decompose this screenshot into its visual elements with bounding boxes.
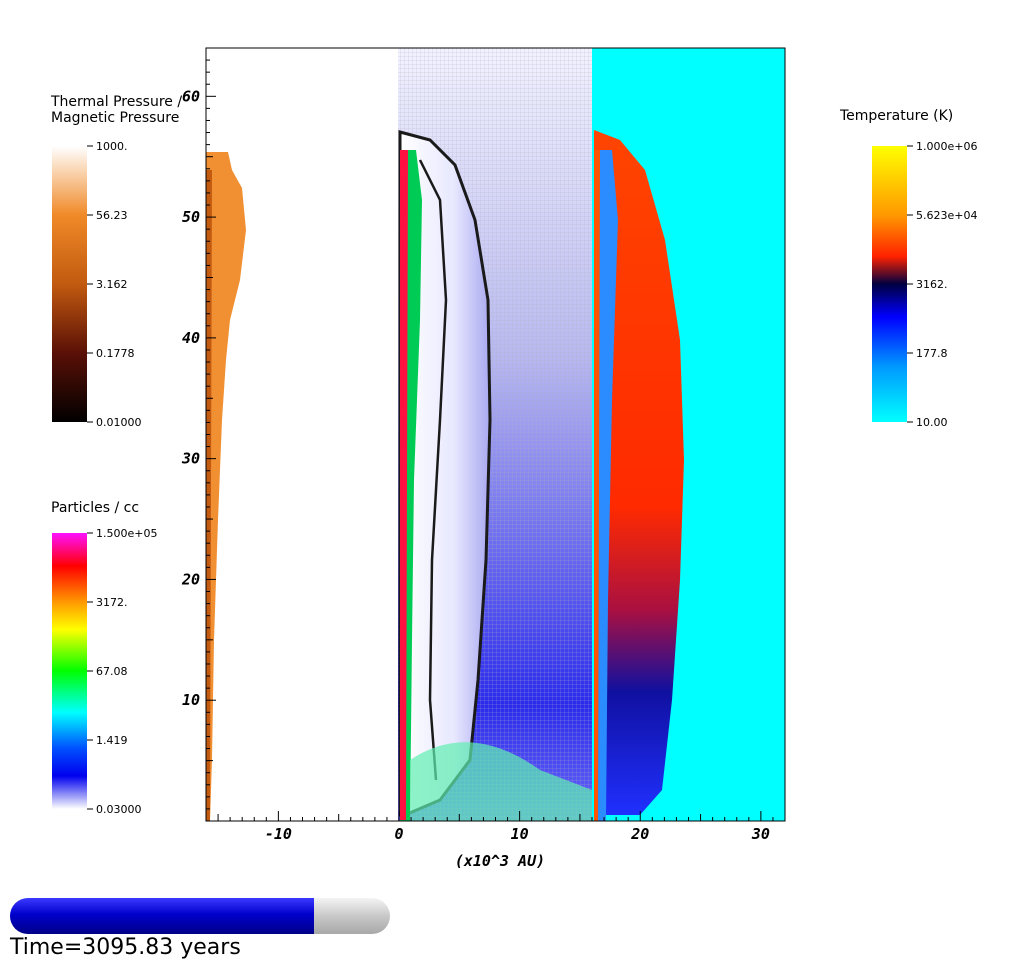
x-tick-label: -10 bbox=[265, 825, 292, 843]
pressure-colorbar bbox=[52, 146, 87, 422]
x-axis: -10 0 10 20 30 bbox=[205, 811, 786, 843]
pressure-legend-title: Thermal Pressure / Magnetic Pressure bbox=[51, 94, 183, 126]
x-tick-label: 30 bbox=[751, 825, 770, 843]
temperature-colorbar-tick-label: 5.623e+04 bbox=[916, 209, 977, 222]
y-tick-label: 60 bbox=[182, 87, 200, 105]
y-tick-label: 30 bbox=[181, 450, 200, 468]
x-axis-title: (x10^3 AU) bbox=[455, 852, 545, 870]
density-legend-title: Particles / cc bbox=[51, 500, 140, 516]
pressure-jet-core bbox=[206, 170, 212, 821]
density-cocoon-contour bbox=[418, 159, 448, 781]
density-colorbar-tick-label: 0.03000 bbox=[96, 803, 142, 816]
pressure-colorbar-tick-label: 3.162 bbox=[96, 278, 128, 291]
y-tick-label: 10 bbox=[182, 691, 200, 709]
time-progress-fill bbox=[10, 898, 314, 934]
x-tick-label: 0 bbox=[394, 825, 403, 843]
temperature-colorbar-tick-label: 10.00 bbox=[916, 416, 948, 429]
y-tick-label: 20 bbox=[181, 570, 200, 588]
pressure-colorbar-ticks: 1000. 56.23 3.162 0.1778 0.01000 bbox=[87, 140, 142, 429]
x-tick-label: 10 bbox=[511, 825, 529, 843]
temperature-bubble bbox=[594, 130, 684, 815]
temperature-colorbar-tick-label: 3162. bbox=[916, 278, 948, 291]
temperature-jet-channel bbox=[594, 150, 618, 821]
density-colorbar-tick-label: 1.500e+05 bbox=[96, 527, 157, 540]
time-progress-bar bbox=[10, 898, 390, 934]
time-label: Time=3095.83 years bbox=[10, 935, 241, 960]
temperature-colorbar-tick-label: 1.000e+06 bbox=[916, 140, 977, 153]
temperature-colorbar bbox=[872, 146, 907, 422]
pressure-colorbar-tick-label: 0.01000 bbox=[96, 416, 142, 429]
pressure-jet-plume bbox=[206, 152, 246, 821]
y-axis: 10 20 30 40 50 60 bbox=[181, 47, 216, 810]
density-colorbar-ticks: 1.500e+05 3172. 67.08 1.419 0.03000 bbox=[87, 527, 157, 816]
temperature-colorbar-tick-label: 177.8 bbox=[916, 347, 948, 360]
density-jet-inner bbox=[400, 150, 408, 820]
pressure-panel bbox=[206, 48, 398, 821]
x-tick-label: 20 bbox=[630, 825, 649, 843]
density-colorbar bbox=[52, 533, 87, 809]
temperature-colorbar-ticks: 1.000e+06 5.623e+04 3162. 177.8 10.00 bbox=[907, 140, 977, 429]
density-colorbar-tick-label: 3172. bbox=[96, 596, 128, 609]
pressure-colorbar-tick-label: 0.1778 bbox=[96, 347, 135, 360]
plot-area bbox=[206, 48, 785, 821]
temperature-legend-title: Temperature (K) bbox=[840, 108, 954, 124]
y-tick-label: 40 bbox=[182, 329, 200, 347]
density-colorbar-tick-label: 1.419 bbox=[96, 734, 128, 747]
pressure-colorbar-tick-label: 56.23 bbox=[96, 209, 128, 222]
density-colorbar-tick-label: 67.08 bbox=[96, 665, 128, 678]
density-base-flow bbox=[410, 742, 592, 821]
y-tick-label: 50 bbox=[182, 208, 200, 226]
temperature-jet-edge bbox=[594, 150, 600, 821]
pressure-colorbar-tick-label: 1000. bbox=[96, 140, 128, 153]
